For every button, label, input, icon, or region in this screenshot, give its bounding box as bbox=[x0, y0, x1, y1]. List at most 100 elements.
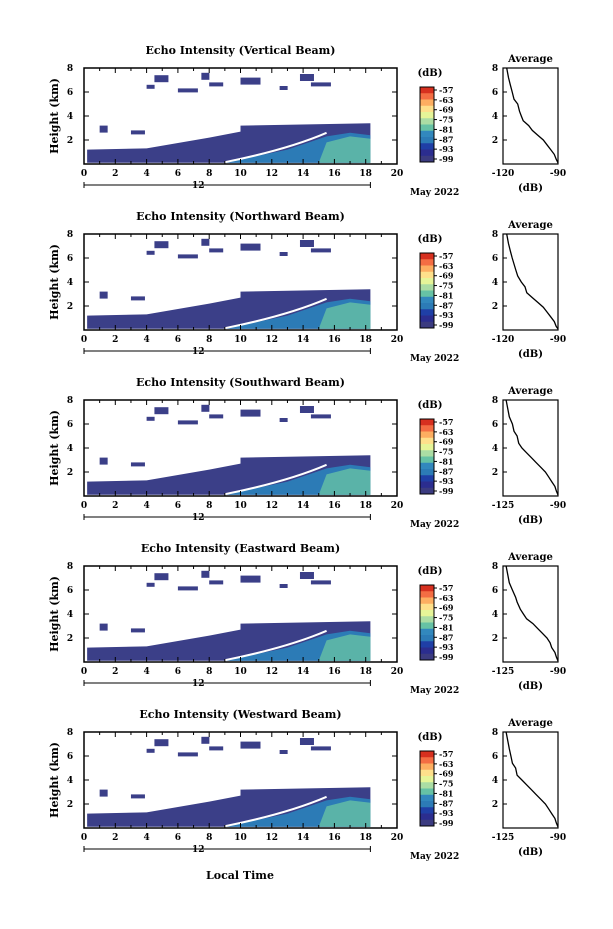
colorbar-swatch bbox=[420, 259, 434, 266]
colorbar-tick-label: -99 bbox=[439, 652, 454, 662]
colorbar-swatch bbox=[420, 130, 434, 138]
x-tick-label: 16 bbox=[328, 667, 341, 677]
colorbar-swatch bbox=[420, 419, 434, 426]
x-tick-label: 16 bbox=[328, 501, 341, 511]
echo-peak-layer bbox=[318, 302, 371, 329]
colorbar-swatch bbox=[420, 622, 434, 630]
profile-frame bbox=[502, 731, 559, 829]
y-tick-label: 4 bbox=[67, 278, 73, 288]
colorbar-swatch bbox=[420, 143, 434, 150]
colorbar-tick-label: -69 bbox=[439, 603, 454, 613]
profile-y-tick-label: 2 bbox=[492, 468, 498, 478]
y-tick-label: 4 bbox=[67, 444, 73, 454]
echo-patch bbox=[279, 86, 288, 90]
y-tick-label: 8 bbox=[67, 230, 73, 240]
colorbar-tick-label: -57 bbox=[439, 251, 453, 261]
x-tick-label: 8 bbox=[206, 169, 212, 179]
x-tick-label: 14 bbox=[297, 169, 310, 179]
echo-patch bbox=[201, 238, 210, 246]
profile-line bbox=[506, 67, 559, 164]
colorbar-tick-label: -63 bbox=[439, 95, 454, 105]
x-tick-label: 0 bbox=[81, 169, 87, 179]
y-tick-label: 8 bbox=[67, 64, 73, 74]
colorbar-swatch bbox=[420, 585, 434, 592]
date-unit-label: May 2022 bbox=[410, 188, 459, 198]
colorbar-frame bbox=[419, 86, 435, 163]
colorbar-swatch bbox=[420, 751, 434, 758]
echo-peak-layer bbox=[318, 136, 371, 163]
colorbar-swatch bbox=[420, 635, 434, 642]
x-tick-label: 12 bbox=[266, 501, 279, 511]
colorbar-swatch bbox=[420, 591, 434, 598]
y-tick-label: 6 bbox=[67, 254, 73, 264]
echo-patch bbox=[130, 296, 145, 301]
profile-frame bbox=[502, 67, 559, 165]
x-tick-label: 2 bbox=[112, 667, 118, 677]
colorbar-swatch bbox=[420, 628, 434, 636]
x-tick-label: 16 bbox=[328, 833, 341, 843]
colorbar-unit: (dB) bbox=[418, 732, 443, 743]
x-tick-label: 12 bbox=[266, 335, 279, 345]
echo-patch bbox=[154, 573, 169, 581]
profile-x-tick-label: -90 bbox=[550, 335, 566, 345]
profile-y-tick-label: 8 bbox=[492, 64, 498, 74]
colorbar-swatch bbox=[420, 431, 434, 439]
echo-patch bbox=[240, 575, 261, 583]
colorbar-swatch bbox=[420, 763, 434, 771]
y-tick-label: 6 bbox=[67, 752, 73, 762]
colorbar-tick-label: -81 bbox=[439, 622, 453, 632]
colorbar-tick-label: -81 bbox=[439, 290, 453, 300]
echo-patch bbox=[299, 74, 314, 81]
colorbar-tick-label: -87 bbox=[439, 798, 453, 808]
x-tick-label: 6 bbox=[175, 833, 181, 843]
colorbar-swatch bbox=[420, 124, 434, 132]
echo-patch bbox=[310, 82, 331, 87]
boundary-line bbox=[224, 629, 327, 662]
profile-y-tick-label: 4 bbox=[492, 112, 498, 122]
profile-y-tick-label: 8 bbox=[492, 562, 498, 572]
colorbar-swatch bbox=[420, 456, 434, 464]
echo-patch bbox=[310, 580, 331, 585]
colorbar-swatch bbox=[420, 757, 434, 764]
colorbar-tick-label: -93 bbox=[439, 642, 454, 652]
profile-x-tick-label: -90 bbox=[550, 501, 566, 511]
colorbar-swatch bbox=[420, 653, 434, 661]
echo-patch bbox=[209, 746, 224, 751]
echo-patch bbox=[99, 125, 108, 133]
profile-y-tick-label: 4 bbox=[492, 610, 498, 620]
echo-patch bbox=[146, 748, 155, 753]
x-tick-label: 10 bbox=[234, 335, 247, 345]
echo-patch bbox=[154, 241, 169, 249]
colorbar-frame bbox=[419, 418, 435, 495]
x-tick-label: 2 bbox=[112, 501, 118, 511]
colorbar-swatch bbox=[420, 782, 434, 789]
colorbar-tick-label: -93 bbox=[439, 310, 454, 320]
profile-y-tick-label: 6 bbox=[492, 752, 498, 762]
echo-peak-layer bbox=[318, 468, 371, 495]
y-tick-label: 8 bbox=[67, 728, 73, 738]
x-tick-label: 8 bbox=[206, 833, 212, 843]
colorbar-tick-label: -87 bbox=[439, 134, 453, 144]
x-tick-label: 2 bbox=[112, 335, 118, 345]
profile-y-tick-label: 2 bbox=[492, 136, 498, 146]
echo-patch bbox=[130, 794, 145, 799]
echo-patch bbox=[177, 88, 198, 93]
echo-peak-layer bbox=[318, 800, 371, 827]
y-tick-label: 8 bbox=[67, 396, 73, 406]
panel-title: Echo Intensity (Eastward Beam) bbox=[141, 542, 340, 555]
y-tick-label: 6 bbox=[67, 420, 73, 430]
profile-line bbox=[505, 731, 559, 828]
echo-patch bbox=[99, 457, 108, 465]
colorbar-swatch bbox=[420, 462, 434, 470]
x-tick-label: 12 bbox=[266, 169, 279, 179]
echo-patch bbox=[130, 462, 145, 467]
y-axis-label: Height (km) bbox=[48, 576, 61, 652]
colorbar-swatch bbox=[420, 776, 434, 783]
x-tick-label: 8 bbox=[206, 667, 212, 677]
colorbar-swatch bbox=[420, 303, 434, 310]
colorbar-swatch bbox=[420, 788, 434, 796]
boundary-line bbox=[224, 297, 327, 330]
x-tick-label: 10 bbox=[234, 833, 247, 843]
colorbar-swatch bbox=[420, 481, 434, 489]
colorbar-unit: (dB) bbox=[418, 566, 443, 577]
